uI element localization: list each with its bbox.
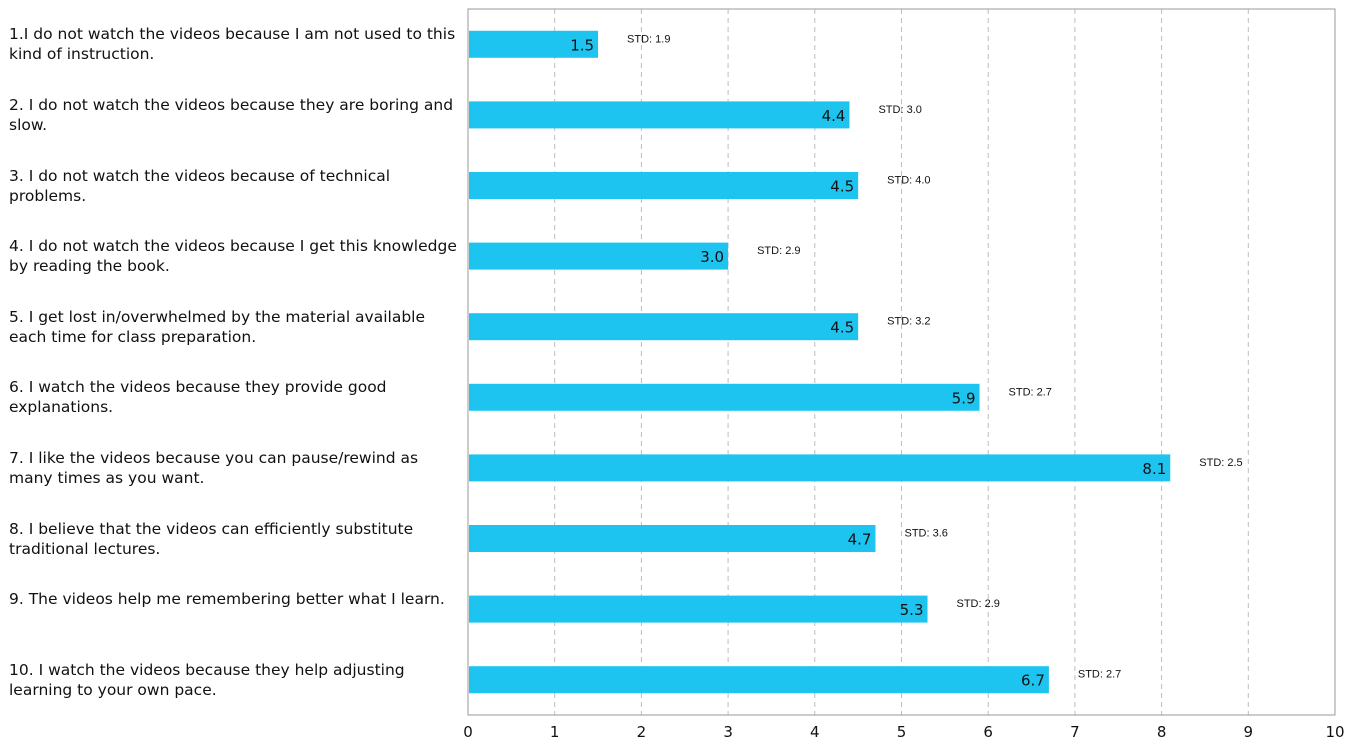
- bar: [469, 30, 599, 58]
- bar: [469, 454, 1171, 482]
- bar: [469, 666, 1049, 694]
- bar: [469, 383, 980, 411]
- x-tick-label: 4: [810, 723, 820, 740]
- bar-value-label: 5.9: [952, 389, 976, 407]
- bar: [469, 525, 876, 552]
- x-tick-label: 9: [1244, 723, 1254, 740]
- category-label: 10. I watch the videos because they help…: [9, 660, 405, 699]
- category-label: 7. I like the videos because you can pau…: [9, 448, 419, 487]
- bar-value-label: 4.7: [848, 531, 872, 549]
- bar-value-label: 6.7: [1021, 672, 1045, 690]
- x-tick-label: 5: [897, 723, 907, 740]
- x-tick-label: 7: [1070, 723, 1080, 740]
- x-tick-label: 1: [550, 723, 560, 740]
- std-label: STD: 2.7: [1009, 386, 1052, 398]
- std-label: STD: 2.5: [1199, 457, 1242, 469]
- bar-value-label: 5.3: [900, 601, 924, 619]
- x-tick-label: 3: [723, 723, 733, 740]
- std-label: STD: 3.6: [904, 528, 947, 540]
- std-label: STD: 3.2: [887, 316, 930, 328]
- bar-value-label: 3.0: [700, 248, 724, 266]
- bar: [469, 242, 729, 270]
- bar-value-label: 4.5: [830, 178, 854, 196]
- category-label: 3. I do not watch the videos because of …: [9, 166, 391, 205]
- bar-value-label: 1.5: [570, 36, 594, 54]
- bar: [469, 595, 928, 623]
- std-label: STD: 2.7: [1078, 669, 1121, 681]
- std-label: STD: 2.9: [757, 245, 800, 257]
- category-label: 6. I watch the videos because they provi…: [9, 378, 387, 417]
- bar: [469, 101, 850, 129]
- category-label: 8. I believe that the videos can efficie…: [9, 519, 414, 558]
- category-label: 5. I get lost in/overwhelmed by the mate…: [9, 307, 426, 346]
- bar-value-label: 4.5: [830, 319, 854, 337]
- x-tick-label: 10: [1325, 723, 1344, 740]
- std-label: STD: 3.0: [878, 104, 921, 116]
- std-label: STD: 4.0: [887, 175, 930, 187]
- category-label: 4. I do not watch the videos because I g…: [9, 237, 457, 276]
- x-tick-label: 0: [463, 723, 473, 740]
- std-label: STD: 2.9: [957, 598, 1000, 610]
- bar-value-label: 4.4: [822, 107, 846, 125]
- x-tick-label: 2: [637, 723, 647, 740]
- plot-frame: [467, 8, 1336, 716]
- x-tick-label: 8: [1157, 723, 1167, 740]
- bar: [469, 172, 859, 199]
- bar: [469, 313, 859, 341]
- x-tick-label: 6: [983, 723, 993, 740]
- category-label: 1.I do not watch the videos because I am…: [9, 25, 456, 64]
- std-label: STD: 1.9: [627, 33, 670, 45]
- category-label: 9. The videos help me remembering better…: [9, 590, 445, 609]
- bar-value-label: 8.1: [1142, 460, 1166, 478]
- category-label: 2. I do not watch the videos because the…: [9, 95, 454, 134]
